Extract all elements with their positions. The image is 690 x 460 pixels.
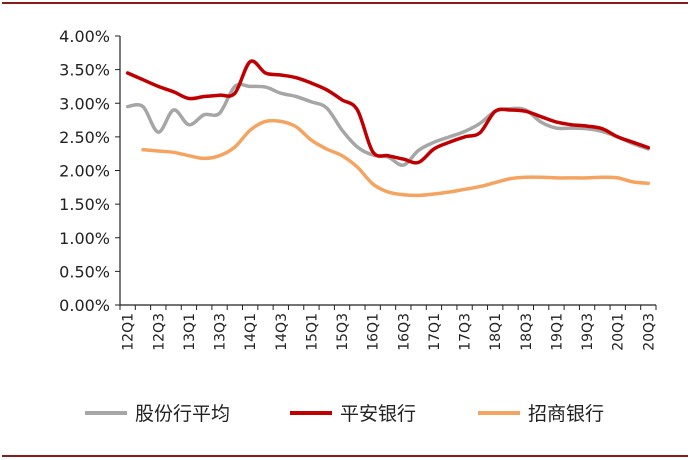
y-tick-label: 0.00% (59, 296, 110, 315)
x-tick-label: 15Q3 (335, 313, 351, 351)
x-tick-label: 14Q1 (243, 313, 259, 351)
y-tick-label: 2.50% (59, 128, 110, 147)
x-tick-label: 19Q1 (549, 313, 565, 351)
legend-item-zhaoshang: 招商银行 (478, 403, 604, 425)
legend-label: 股份行平均 (135, 403, 230, 425)
x-tick-label: 12Q3 (151, 313, 167, 351)
y-tick-label: 0.50% (59, 262, 110, 281)
legend-label: 招商银行 (528, 403, 604, 425)
x-tick-label: 16Q3 (396, 313, 412, 351)
x-tick-label: 17Q3 (458, 313, 474, 351)
x-tick-label: 14Q3 (274, 313, 290, 351)
x-tick-label: 17Q1 (427, 313, 443, 351)
legend-label: 平安银行 (340, 403, 416, 425)
y-tick-label: 1.50% (59, 195, 110, 214)
x-tick-label: 18Q1 (488, 313, 504, 351)
legend-item-gufenhang-avg: 股份行平均 (85, 403, 230, 425)
x-tick-label: 13Q1 (182, 313, 198, 351)
x-tick-label: 15Q1 (304, 313, 320, 351)
x-axis: 12Q1 12Q3 13Q1 13Q3 14Q1 14Q3 15Q1 15Q3 16Q1 16Q3… (119, 304, 657, 351)
x-tick-label: 18Q3 (519, 313, 535, 351)
series-line-zhaoshang (141, 118, 651, 198)
y-tick-label: 3.50% (59, 61, 110, 80)
y-axis: 0.00% 0.50% 1.00% 1.50% 2.00% 2.50% 3.00% 3.50%… (59, 27, 121, 315)
series-lines (125, 59, 651, 198)
x-tick-label: 12Q1 (121, 313, 137, 351)
x-tick-label: 20Q3 (641, 313, 657, 351)
x-tick-label: 13Q3 (213, 313, 229, 351)
y-tick-label: 1.00% (59, 229, 110, 248)
x-tick-label: 20Q1 (611, 313, 627, 351)
y-tick-label: 2.00% (59, 162, 110, 181)
y-tick-label: 3.00% (59, 94, 110, 113)
legend-item-pingan: 平安银行 (290, 403, 416, 425)
y-tick-label: 4.00% (59, 27, 110, 46)
series-line-pingan (125, 59, 651, 165)
x-tick-label: 16Q1 (366, 313, 382, 351)
legend: 股份行平均 平安银行 招商银行 (85, 403, 604, 425)
x-tick-label: 19Q3 (580, 313, 596, 351)
